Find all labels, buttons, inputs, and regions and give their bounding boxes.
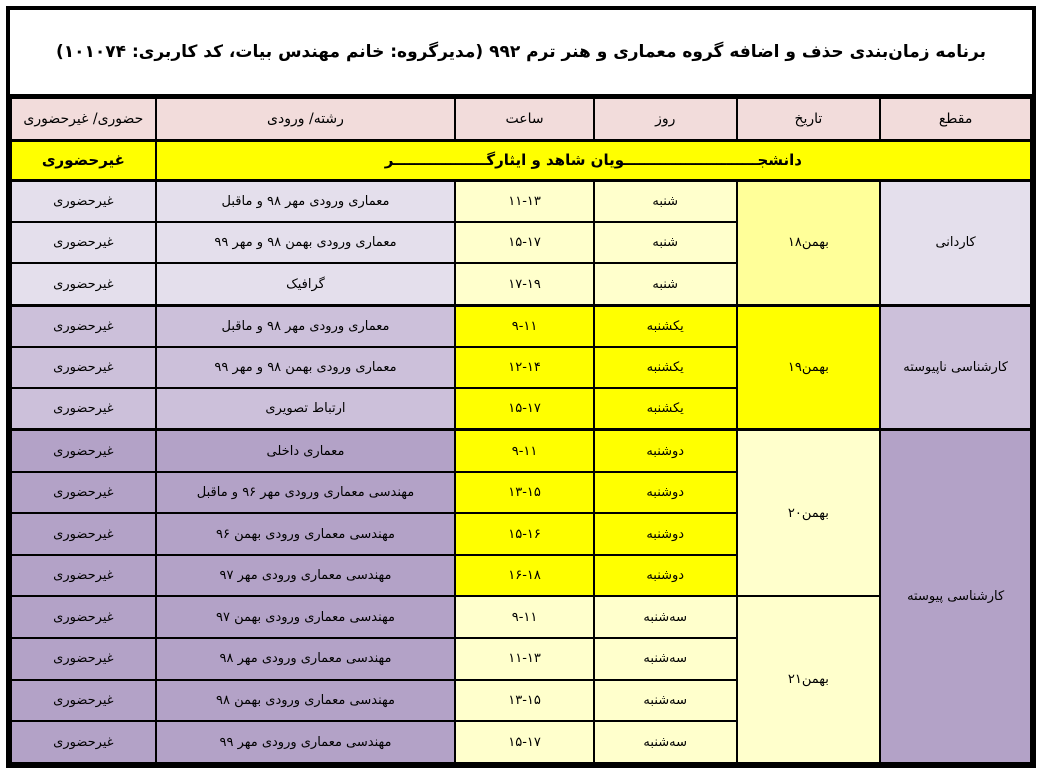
- day-cell: سه‌شنبه: [592, 720, 738, 764]
- day-cell: شنبه: [592, 262, 738, 307]
- hour-cell: ۹-۱۱: [454, 428, 595, 473]
- veterans-attendance-cell: غیرحضوری: [10, 139, 157, 182]
- column-header-level: مقطع: [879, 97, 1032, 142]
- major-cell: معماری ورودی بهمن ۹۸ و مهر ۹۹: [154, 345, 457, 390]
- attendance-cell: غیرحضوری: [10, 220, 157, 265]
- attendance-cell: غیرحضوری: [10, 262, 157, 307]
- hour-cell: ۹-۱۱: [454, 595, 595, 640]
- column-header-major: رشته/ ورودی: [154, 97, 457, 142]
- level-cell-continuous-bachelor: کارشناسی پیوسته: [879, 428, 1032, 765]
- hour-cell: ۱۳-۱۵: [454, 470, 595, 515]
- major-cell: مهندسی معماری ورودی مهر ۹۶ و ماقبل: [154, 470, 457, 515]
- table-row: کارشناسی ناپیوسته ۱۹بهمن یکشنبه ۹-۱۱ معم…: [10, 303, 1032, 431]
- attendance-cell: غیرحضوری: [10, 428, 157, 473]
- level-cell-associate: کاردانی: [879, 178, 1032, 307]
- major-cell: معماری ورودی بهمن ۹۸ و مهر ۹۹: [154, 220, 457, 265]
- schedule-table: مقطع تاریخ روز ساعت رشته/ ورودی حضوری/ غ…: [10, 97, 1033, 765]
- day-cell: یکشنبه: [592, 345, 738, 390]
- table-row: شنبه ۱۷-۱۹ گرافیک غیرحضوری: [10, 262, 1031, 307]
- major-cell: مهندسی معماری ورودی بهمن ۹۶: [154, 512, 457, 556]
- hour-cell: ۱۱-۱۳: [454, 178, 595, 223]
- schedule-frame: برنامه زمان‌بندی حذف و اضافه گروه معماری…: [6, 6, 1036, 768]
- attendance-cell: غیرحضوری: [10, 178, 157, 223]
- hour-cell: ۱۵-۱۷: [454, 387, 595, 431]
- hour-cell: ۱۵-۱۷: [454, 720, 595, 764]
- table-row: کاردانی ۱۸بهمن شنبه ۱۱-۱۳ معماری ورودی م…: [10, 178, 1032, 307]
- day-cell: دوشنبه: [592, 512, 738, 556]
- hour-cell: ۱۱-۱۳: [454, 637, 595, 681]
- column-header-hour: ساعت: [454, 97, 595, 142]
- major-cell: مهندسی معماری ورودی مهر ۹۷: [154, 553, 457, 598]
- hour-cell: ۱۵-۱۶: [454, 512, 595, 556]
- day-cell: سه‌شنبه: [592, 637, 738, 681]
- column-header-attendance: حضوری/ غیرحضوری: [10, 97, 157, 142]
- attendance-cell: غیرحضوری: [10, 637, 157, 681]
- column-header-day: روز: [592, 97, 738, 142]
- table-row: دوشنبه ۱۳-۱۵ مهندسی معماری ورودی مهر ۹۶ …: [10, 470, 1031, 515]
- level-cell-discontinuous-bachelor: کارشناسی ناپیوسته: [879, 303, 1032, 431]
- column-header-date: تاریخ: [735, 97, 882, 142]
- page-title: برنامه زمان‌بندی حذف و اضافه گروه معماری…: [10, 10, 1032, 97]
- date-cell-21bahman: ۲۱بهمن: [735, 595, 882, 764]
- attendance-cell: غیرحضوری: [10, 303, 157, 348]
- day-cell: یکشنبه: [592, 303, 738, 348]
- major-cell: معماری داخلی: [154, 428, 457, 473]
- hour-cell: ۱۶-۱۸: [454, 553, 595, 598]
- table-row: ۲۱بهمن سه‌شنبه ۹-۱۱ مهندسی معماری ورودی …: [10, 595, 1031, 764]
- day-cell: یکشنبه: [592, 387, 738, 431]
- major-cell: گرافیک: [154, 262, 457, 307]
- table-row: شنبه ۱۵-۱۷ معماری ورودی بهمن ۹۸ و مهر ۹۹…: [10, 220, 1031, 265]
- day-cell: دوشنبه: [592, 470, 738, 515]
- attendance-cell: غیرحضوری: [10, 720, 157, 764]
- major-cell: مهندسی معماری ورودی بهمن ۹۷: [154, 595, 457, 640]
- attendance-cell: غیرحضوری: [10, 387, 157, 431]
- hour-cell: ۹-۱۱: [454, 303, 595, 348]
- date-cell-18bahman: ۱۸بهمن: [735, 178, 882, 307]
- major-cell: ارتباط تصویری: [154, 387, 457, 431]
- table-row: سه‌شنبه ۱۱-۱۳ مهندسی معماری ورودی مهر ۹۸…: [10, 637, 1031, 681]
- table-row: سه‌شنبه ۱۳-۱۵ مهندسی معماری ورودی بهمن ۹…: [10, 678, 1031, 723]
- attendance-cell: غیرحضوری: [10, 595, 157, 640]
- veterans-students-row: دانشجــــــــــــــــــــــــــویان شاهد…: [10, 139, 1033, 182]
- hour-cell: ۱۵-۱۷: [454, 220, 595, 265]
- attendance-cell: غیرحضوری: [10, 553, 157, 598]
- date-cell-19bahman: ۱۹بهمن: [735, 303, 882, 431]
- table-row: دوشنبه ۱۵-۱۶ مهندسی معماری ورودی بهمن ۹۶…: [10, 512, 1031, 556]
- day-cell: دوشنبه: [592, 428, 738, 473]
- table-row: دوشنبه ۱۶-۱۸ مهندسی معماری ورودی مهر ۹۷ …: [10, 553, 1031, 598]
- attendance-cell: غیرحضوری: [10, 345, 157, 390]
- hour-cell: ۱۳-۱۵: [454, 678, 595, 723]
- major-cell: مهندسی معماری ورودی بهمن ۹۸: [154, 678, 457, 723]
- table-row: یکشنبه ۱۵-۱۷ ارتباط تصویری غیرحضوری: [10, 387, 1031, 431]
- table-row: کارشناسی پیوسته ۲۰بهمن دوشنبه ۹-۱۱ معمار…: [10, 428, 1032, 765]
- day-cell: سه‌شنبه: [592, 678, 738, 723]
- veterans-students-label: دانشجــــــــــــــــــــــــــویان شاهد…: [154, 139, 1033, 182]
- major-cell: معماری ورودی مهر ۹۸ و ماقبل: [154, 303, 457, 348]
- day-cell: شنبه: [592, 220, 738, 265]
- day-cell: شنبه: [592, 178, 738, 223]
- table-row: یکشنبه ۱۲-۱۴ معماری ورودی بهمن ۹۸ و مهر …: [10, 345, 1031, 390]
- attendance-cell: غیرحضوری: [10, 512, 157, 556]
- date-cell-20bahman: ۲۰بهمن: [735, 428, 882, 598]
- major-cell: معماری ورودی مهر ۹۸ و ماقبل: [154, 178, 457, 223]
- table-row: سه‌شنبه ۱۵-۱۷ مهندسی معماری ورودی مهر ۹۹…: [10, 720, 1031, 764]
- day-cell: دوشنبه: [592, 553, 738, 598]
- hour-cell: ۱۷-۱۹: [454, 262, 595, 307]
- day-cell: سه‌شنبه: [592, 595, 738, 640]
- attendance-cell: غیرحضوری: [10, 470, 157, 515]
- attendance-cell: غیرحضوری: [10, 678, 157, 723]
- major-cell: مهندسی معماری ورودی مهر ۹۸: [154, 637, 457, 681]
- major-cell: مهندسی معماری ورودی مهر ۹۹: [154, 720, 457, 764]
- hour-cell: ۱۲-۱۴: [454, 345, 595, 390]
- table-header-row: مقطع تاریخ روز ساعت رشته/ ورودی حضوری/ غ…: [10, 97, 1032, 142]
